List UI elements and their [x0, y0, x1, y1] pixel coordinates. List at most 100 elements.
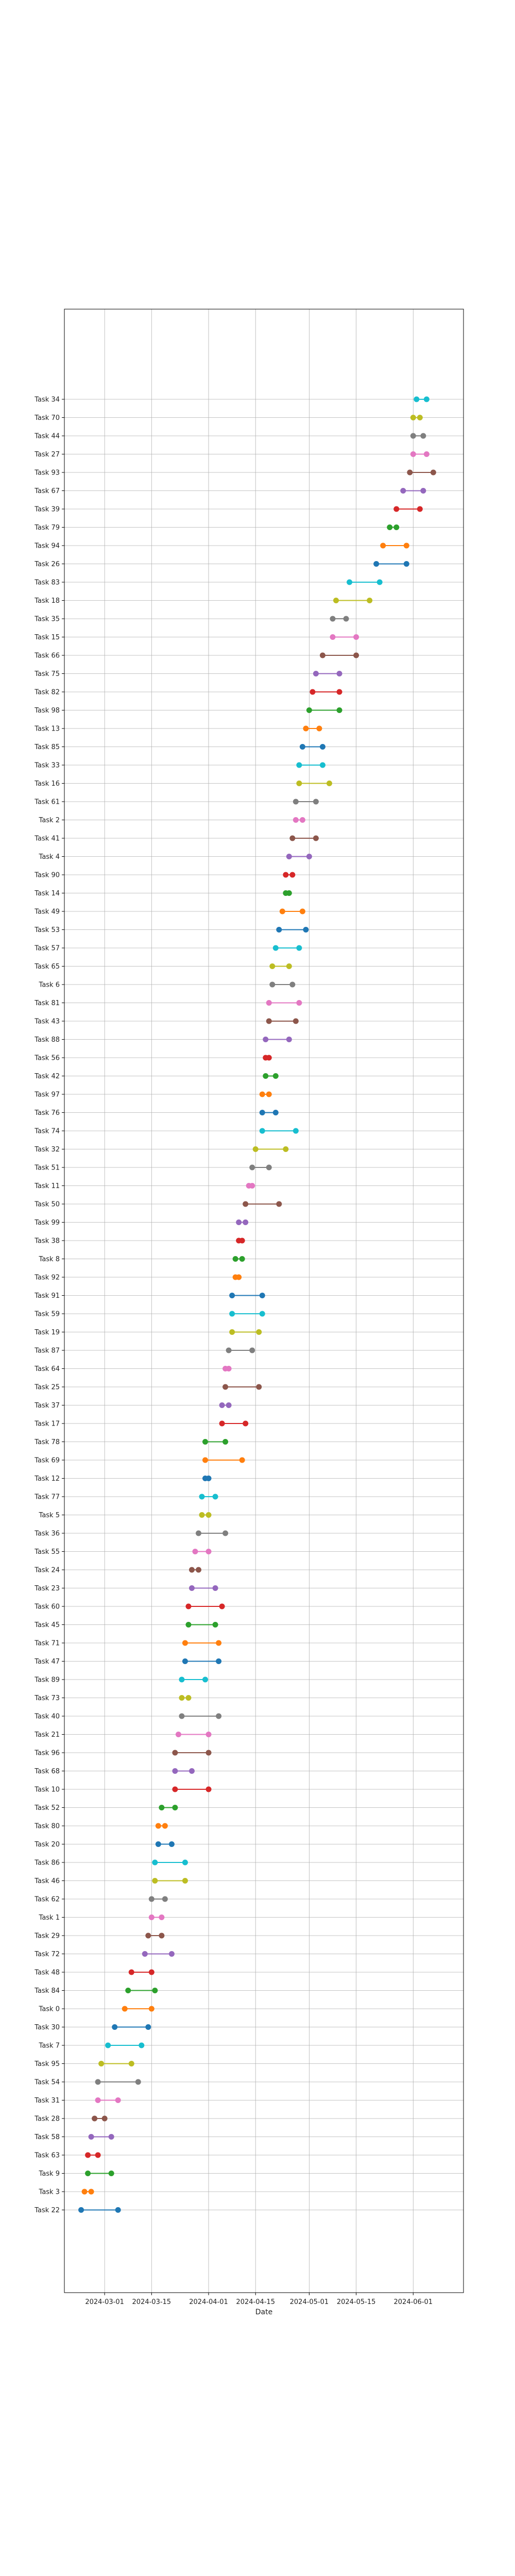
task-end-point: [313, 799, 319, 805]
y-tick-label: Task 2: [39, 817, 60, 824]
y-tick-label: Task 54: [34, 2079, 60, 2087]
y-tick-label: Task 74: [34, 1128, 60, 1136]
task-end-point: [219, 1603, 225, 1609]
y-tick-label: Task 23: [34, 1585, 60, 1592]
y-tick-label: Task 61: [34, 799, 60, 806]
y-tick-label: Task 93: [34, 469, 60, 477]
y-tick-label: Task 92: [34, 1274, 60, 1282]
task-end-point: [236, 1274, 242, 1280]
task-start-point: [380, 543, 386, 549]
x-tick-label: 2024-05-15: [337, 2298, 376, 2306]
y-tick-label: Task 29: [34, 1933, 60, 1940]
y-tick-label: Task 52: [34, 1804, 60, 1812]
task-end-point: [423, 396, 430, 402]
task-end-point: [266, 1164, 272, 1171]
task-start-point: [263, 1037, 269, 1042]
task-end-point: [95, 2152, 101, 2158]
task-end-point: [259, 1311, 265, 1317]
task-end-point: [226, 1366, 232, 1371]
task-end-point: [276, 1201, 282, 1207]
y-tick-label: Task 73: [34, 1694, 60, 1702]
task-start-point: [400, 488, 406, 494]
task-start-point: [219, 1420, 225, 1427]
task-end-point: [430, 469, 436, 476]
task-end-point: [420, 488, 426, 494]
task-start-point: [142, 1951, 148, 1957]
task-start-point: [78, 2207, 84, 2213]
task-end-point: [336, 707, 342, 713]
task-end-point: [108, 2134, 114, 2140]
task-end-point: [128, 2061, 134, 2066]
task-start-point: [310, 689, 316, 695]
task-start-point: [81, 2189, 88, 2195]
task-end-point: [286, 963, 292, 969]
task-start-point: [105, 2042, 111, 2048]
x-axis-title: Date: [255, 2308, 272, 2316]
task-start-point: [179, 1713, 185, 1719]
task-start-point: [122, 2006, 128, 2012]
task-start-point: [175, 1732, 181, 1737]
task-end-point: [293, 1018, 299, 1024]
y-tick-label: Task 70: [34, 414, 60, 422]
task-start-point: [410, 415, 416, 420]
task-start-point: [249, 1164, 255, 1171]
task-end-point: [283, 1146, 289, 1152]
x-tick-label: 2024-03-15: [132, 2298, 171, 2306]
task-end-point: [205, 1549, 212, 1554]
task-start-point: [179, 1695, 185, 1701]
task-start-point: [373, 561, 380, 567]
task-end-point: [256, 1329, 262, 1335]
task-end-point: [249, 1347, 255, 1353]
y-tick-label: Task 43: [34, 1018, 60, 1026]
task-start-point: [202, 1457, 209, 1463]
task-start-point: [199, 1494, 205, 1500]
y-tick-label: Task 35: [34, 616, 60, 623]
y-tick-label: Task 1: [39, 1914, 60, 1922]
y-tick-label: Task 24: [34, 1567, 60, 1574]
task-end-point: [403, 561, 409, 567]
task-end-point: [319, 744, 325, 750]
y-tick-label: Task 14: [34, 890, 60, 897]
task-end-point: [256, 1384, 262, 1390]
task-end-point: [115, 2097, 121, 2103]
task-start-point: [263, 1073, 269, 1079]
y-tick-label: Task 97: [34, 1091, 60, 1099]
task-start-point: [172, 1786, 178, 1792]
task-end-point: [162, 1896, 168, 1902]
y-tick-label: Task 30: [34, 2024, 60, 2031]
y-tick-label: Task 79: [34, 524, 60, 532]
y-tick-label: Task 72: [34, 1951, 60, 1958]
y-tick-label: Task 48: [34, 1969, 60, 1977]
task-start-point: [155, 1841, 161, 1847]
task-end-point: [205, 1786, 212, 1792]
task-start-point: [182, 1640, 188, 1646]
y-tick-label: Task 12: [34, 1475, 60, 1483]
task-start-point: [289, 835, 296, 841]
task-start-point: [188, 1567, 195, 1573]
task-start-point: [293, 799, 299, 805]
task-start-point: [188, 1585, 195, 1591]
task-end-point: [243, 1219, 249, 1225]
y-tick-label: Task 0: [39, 2006, 60, 2013]
task-start-point: [196, 1530, 202, 1536]
task-start-point: [330, 634, 336, 640]
task-end-point: [259, 1293, 265, 1298]
task-start-point: [407, 469, 413, 476]
task-end-point: [222, 1530, 229, 1536]
task-end-point: [343, 616, 349, 622]
task-end-point: [266, 1055, 272, 1061]
y-tick-label: Task 71: [34, 1640, 60, 1648]
y-tick-label: Task 44: [34, 433, 60, 440]
task-end-point: [239, 1256, 245, 1262]
task-start-point: [393, 506, 400, 512]
task-start-point: [155, 1823, 161, 1829]
task-start-point: [283, 872, 289, 878]
task-end-point: [145, 2024, 151, 2030]
task-start-point: [185, 1622, 192, 1628]
task-start-point: [202, 1439, 209, 1445]
y-tick-label: Task 17: [34, 1420, 60, 1428]
task-end-point: [303, 927, 309, 933]
task-start-point: [293, 817, 299, 823]
task-end-point: [313, 835, 319, 841]
